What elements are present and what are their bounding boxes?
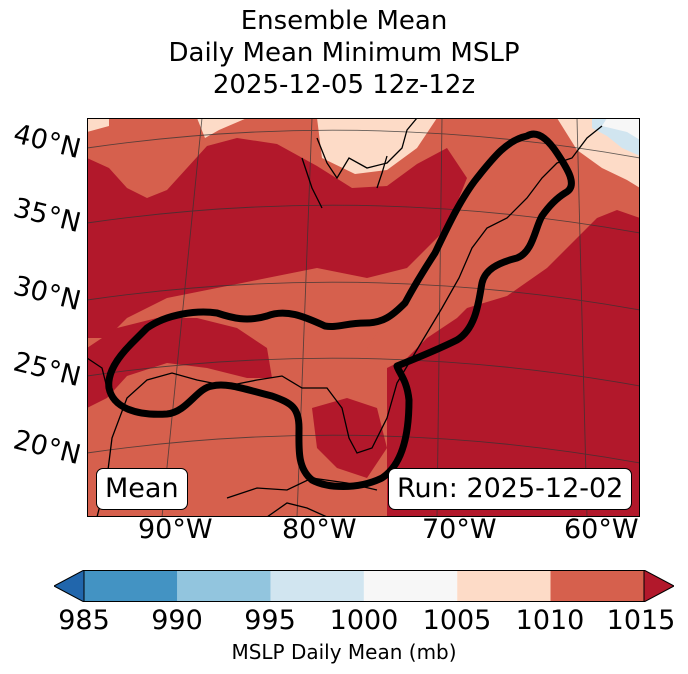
- lat-label-25n: 25°N: [10, 346, 84, 394]
- colorbar-extend-high: [643, 570, 674, 602]
- colorbar-985-990: [84, 570, 178, 602]
- colorbar-1000-1005: [363, 570, 458, 602]
- map-frame: [87, 118, 640, 517]
- field-above-1015-north: [87, 138, 467, 338]
- colorbar-tick-1015: 1015: [606, 605, 676, 636]
- colorbar-1005-1010: [457, 570, 551, 602]
- lon-label-60w: 60°W: [564, 514, 639, 545]
- lat-label-20n: 20°N: [10, 424, 84, 472]
- colorbar-995-1000: [270, 570, 364, 602]
- lon-label-70w: 70°W: [422, 514, 497, 545]
- colorbar: [54, 570, 674, 602]
- colorbar-tick-1005: 1005: [422, 605, 492, 636]
- field-above-1015-atlantic: [387, 210, 640, 517]
- lon-label-80w: 80°W: [282, 514, 357, 545]
- mslp-map: [87, 118, 640, 517]
- colorbar-label: MSLP Daily Mean (mb): [231, 640, 457, 664]
- run-label-box: Run: 2025-12-02: [388, 468, 633, 510]
- lat-label-30n: 30°N: [10, 270, 84, 318]
- title-line-3: 2025-12-05 12z-12z: [212, 70, 476, 100]
- title-line-1: Ensemble Mean: [240, 6, 448, 36]
- lat-label-40n: 40°N: [10, 118, 84, 166]
- lat-label-35n: 35°N: [10, 192, 84, 240]
- colorbar-frame: [83, 570, 645, 602]
- colorbar-990-995: [177, 570, 271, 602]
- colorbar-tick-1000: 1000: [329, 605, 399, 636]
- colorbar-tick-995: 995: [244, 605, 296, 636]
- mean-label-box: Mean: [96, 468, 188, 510]
- field-1000-1005: [602, 118, 640, 140]
- colorbar-1010-1015: [550, 570, 644, 602]
- colorbar-tick-985: 985: [58, 605, 110, 636]
- colorbar-extend-low: [54, 570, 85, 602]
- colorbar-tick-990: 990: [151, 605, 203, 636]
- title-line-2: Daily Mean Minimum MSLP: [168, 38, 520, 68]
- lon-label-90w: 90°W: [138, 514, 213, 545]
- colorbar-tick-1010: 1010: [515, 605, 585, 636]
- contour-1010mb: [105, 130, 575, 490]
